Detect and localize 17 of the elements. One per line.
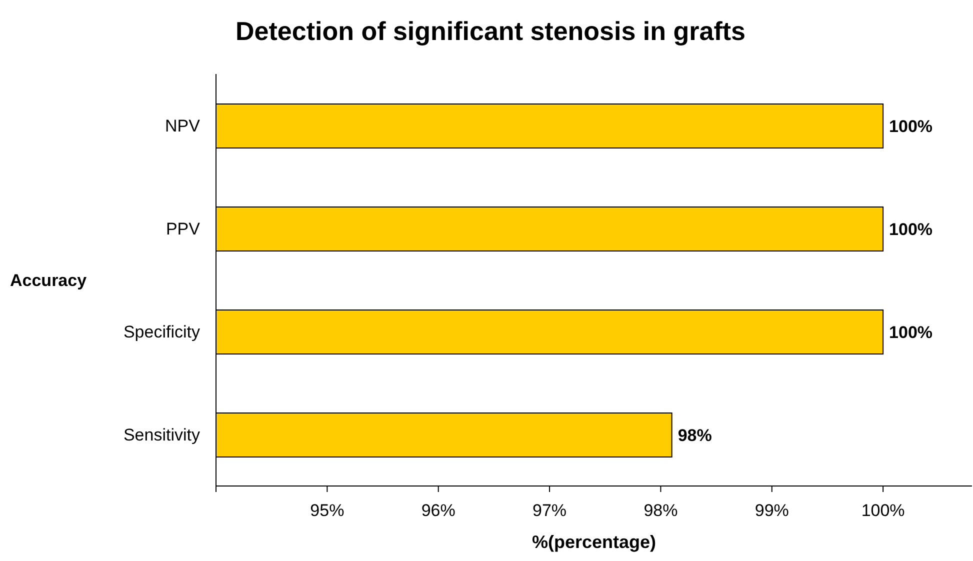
data-label: 100% — [889, 323, 933, 342]
y-tick-label: Specificity — [123, 322, 200, 342]
data-label: 100% — [889, 220, 933, 239]
y-tick-label: NPV — [165, 116, 201, 136]
y-tick-label: PPV — [166, 220, 201, 239]
x-tick-label: 96% — [421, 501, 456, 520]
x-tick-label: 99% — [754, 501, 789, 520]
chart-title: Detection of significant stenosis in grafts — [234, 15, 746, 48]
data-label: 100% — [889, 117, 933, 136]
x-tick-label: 98% — [644, 501, 678, 520]
x-tick-label: 100% — [861, 501, 905, 520]
x-axis-title: %(percentage) — [532, 532, 656, 552]
y-tick-label: Sensitivity — [123, 426, 200, 445]
y-axis-title: Accuracy — [10, 271, 88, 290]
x-tick-label: 95% — [310, 501, 344, 520]
x-tick-label: 97% — [532, 501, 567, 520]
data-label: 98% — [678, 426, 712, 445]
